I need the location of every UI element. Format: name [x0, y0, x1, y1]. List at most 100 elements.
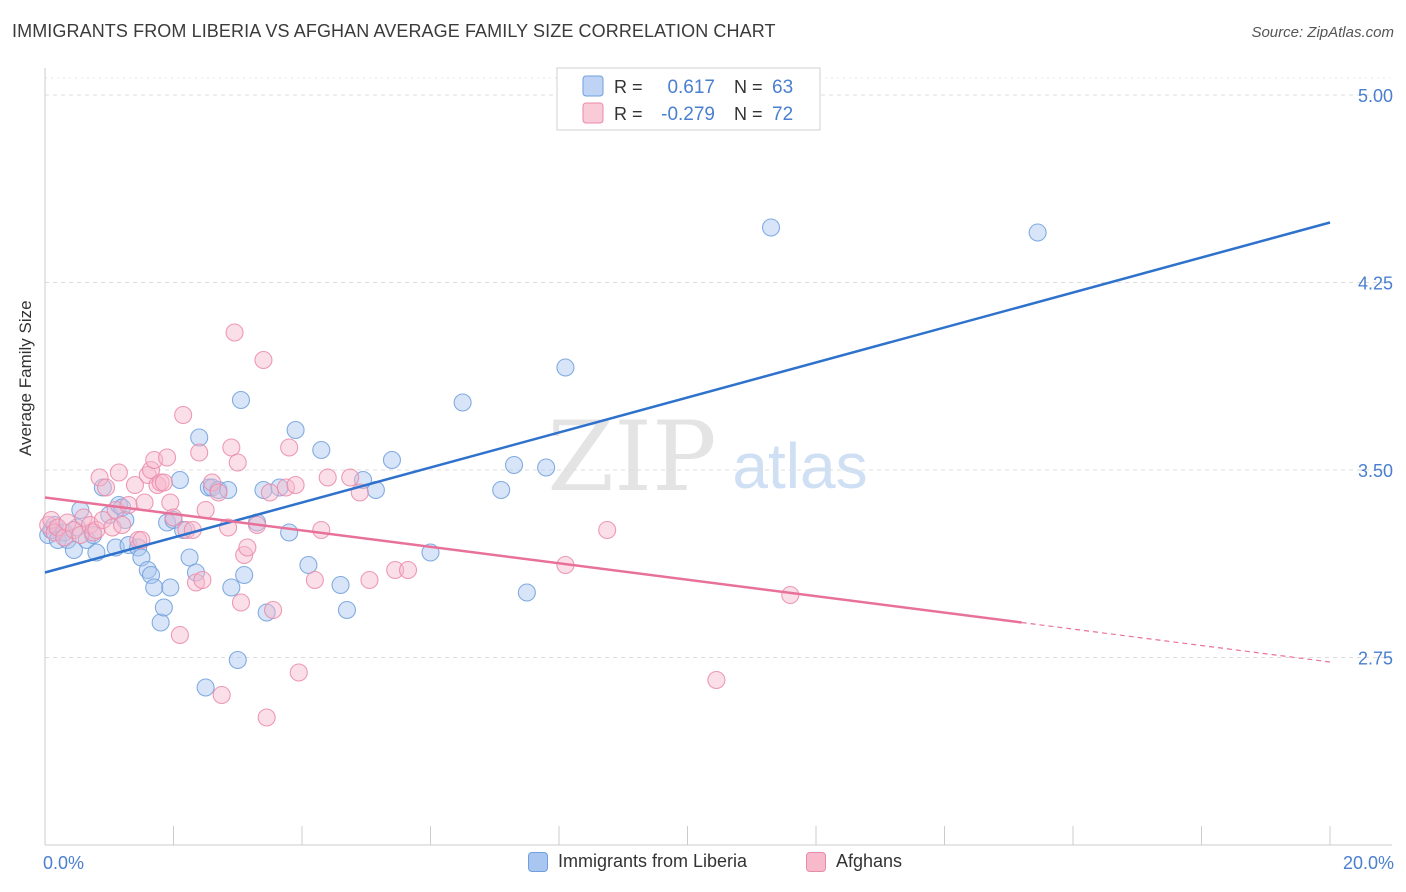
data-point [141, 460, 161, 480]
n-label: N = [734, 77, 763, 97]
data-point [228, 650, 247, 670]
data-point [280, 523, 299, 542]
data-point [164, 508, 183, 527]
n-label: N = [734, 104, 763, 124]
data-point [113, 515, 132, 535]
data-point [212, 685, 231, 705]
stats-legend: R = 0.617 N = 63 R = -0.279 N = 72 [556, 67, 821, 131]
data-point [598, 520, 617, 540]
r-value: -0.279 [661, 104, 715, 125]
data-point [196, 500, 215, 520]
x-tick-label-min: 0.0% [43, 853, 84, 873]
data-point [196, 678, 215, 697]
x-tick-label-max: 20.0% [1343, 853, 1394, 873]
data-point [781, 585, 800, 605]
data-point [228, 453, 247, 472]
n-value: 72 [772, 104, 793, 125]
data-point [235, 565, 254, 585]
data-point [299, 555, 318, 575]
data-point [48, 518, 67, 537]
data-point [270, 478, 289, 497]
y-tick-label: 2.75 [1358, 649, 1393, 669]
data-point [170, 470, 189, 490]
data-point [45, 523, 64, 542]
data-point [174, 405, 193, 425]
data-point [382, 450, 402, 470]
data-point [90, 468, 109, 487]
r-label: R = [614, 104, 643, 124]
data-point [231, 593, 251, 612]
data-point [289, 663, 308, 682]
data-point [138, 560, 157, 580]
legend-label-afghans: Afghans [836, 851, 903, 871]
data-point [318, 468, 337, 487]
data-point [761, 218, 781, 237]
data-point [109, 463, 128, 482]
data-point [517, 583, 536, 602]
data-point [170, 625, 189, 645]
stats-swatch-pink [582, 102, 604, 124]
data-point [312, 440, 331, 460]
legend-item-afghans[interactable]: Afghans [806, 851, 902, 872]
watermark-atlas: atlas [732, 430, 867, 502]
data-point [331, 575, 350, 595]
r-value: 0.617 [667, 77, 715, 98]
data-point [209, 483, 228, 502]
data-point [556, 358, 575, 377]
data-point [190, 428, 209, 447]
stats-swatch-blue [582, 75, 604, 97]
data-point [154, 473, 173, 492]
data-point [280, 438, 299, 457]
legend-item-liberia[interactable]: Immigrants from Liberia [528, 851, 747, 872]
source-label: Source: ZipAtlas.com [1251, 24, 1394, 41]
data-point [151, 613, 170, 632]
y-tick-label: 5.00 [1358, 86, 1393, 106]
data-point [186, 563, 206, 582]
data-point [225, 323, 244, 342]
data-point [96, 478, 116, 497]
data-point [312, 520, 331, 540]
series-blue [39, 218, 1047, 697]
data-point [264, 600, 283, 620]
y-tick-label: 4.25 [1358, 274, 1393, 294]
data-point [93, 510, 112, 530]
data-point [238, 538, 257, 557]
series-pink [39, 323, 800, 727]
data-point [260, 483, 279, 502]
data-point [193, 570, 212, 590]
data-point [492, 480, 511, 500]
data-point [504, 455, 524, 475]
trendline-afghans-extension [1021, 621, 1331, 663]
data-point [119, 495, 138, 515]
bottom-legend: Immigrants from Liberia Afghans [0, 851, 1406, 881]
data-point [84, 523, 103, 542]
data-point [145, 578, 164, 597]
data-point [154, 598, 173, 617]
data-point [257, 708, 276, 727]
data-point [254, 350, 273, 370]
r-label: R = [614, 77, 643, 97]
data-point [337, 600, 357, 620]
trendline-liberia [44, 221, 1331, 574]
data-point [707, 670, 726, 690]
data-point [286, 475, 305, 495]
data-point [360, 570, 379, 590]
data-point [87, 520, 106, 540]
data-point [341, 468, 360, 487]
data-point [158, 448, 177, 467]
data-point [64, 540, 83, 560]
data-point [74, 508, 93, 527]
data-point [180, 548, 199, 567]
data-point [453, 393, 472, 412]
data-point [203, 473, 222, 492]
data-point [231, 390, 251, 410]
data-point [55, 528, 74, 547]
trendline-afghans [44, 496, 1022, 624]
data-point [161, 493, 180, 512]
data-point [386, 560, 405, 580]
data-point [161, 578, 180, 597]
data-point [190, 443, 209, 462]
watermark-zip: ZIP [547, 401, 716, 513]
chart-title: IMMIGRANTS FROM LIBERIA VS AFGHAN AVERAG… [12, 21, 776, 41]
